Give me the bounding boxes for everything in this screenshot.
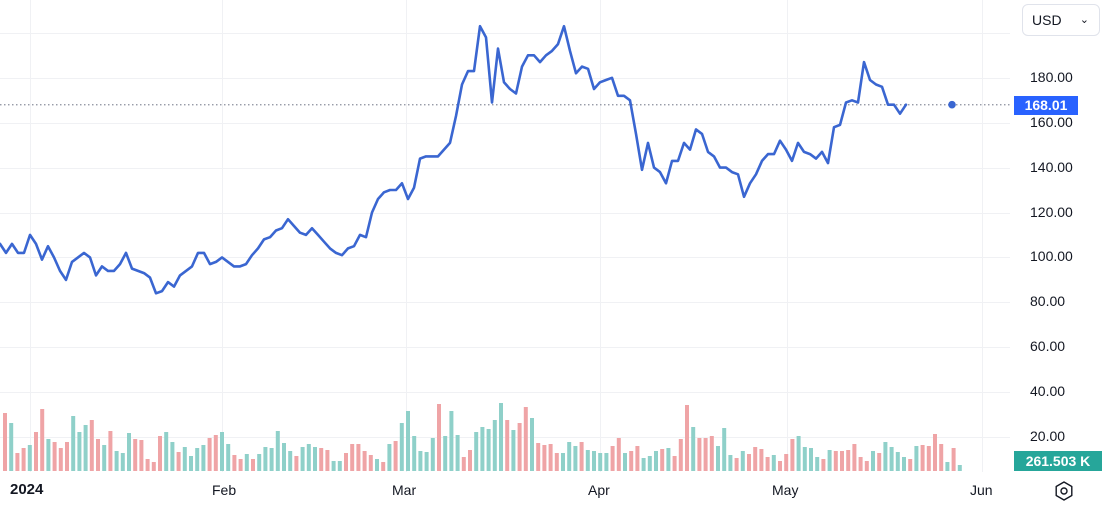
- currency-value: USD: [1032, 12, 1062, 28]
- price-axis-label: 160.00: [1030, 113, 1073, 130]
- price-axis-label: 120.00: [1030, 203, 1073, 220]
- chevron-down-icon: ⌄: [1079, 13, 1089, 26]
- time-axis-label: Mar: [392, 482, 417, 498]
- last-volume-badge: 261.503 K: [1014, 451, 1102, 471]
- time-axis-label: 2024: [10, 481, 44, 498]
- last-price-badge: 168.01: [1014, 96, 1078, 115]
- price-axis-label: 60.00: [1030, 338, 1066, 355]
- chart-grid: [0, 0, 1010, 472]
- time-axis-label: Feb: [212, 482, 237, 498]
- price-axis-label: 100.00: [1030, 248, 1073, 265]
- price-axis-label: 40.00: [1030, 383, 1066, 400]
- last-price-marker: [948, 100, 956, 109]
- price-axis-label: 80.00: [1030, 293, 1066, 310]
- time-axis-label: Apr: [588, 482, 610, 498]
- price-axis-label: 180.00: [1030, 68, 1073, 85]
- price-line: [0, 24, 908, 295]
- settings-hexagon-icon: [1055, 481, 1073, 501]
- time-axis-label: Jun: [970, 482, 993, 498]
- price-axis-label: 140.00: [1030, 158, 1073, 175]
- chart-settings-button[interactable]: [1053, 480, 1075, 502]
- price-axis-label: 20.00: [1030, 428, 1066, 444]
- volume-bars: [3, 403, 962, 471]
- currency-select[interactable]: USD ⌄: [1022, 4, 1100, 36]
- time-axis-label: May: [772, 482, 799, 498]
